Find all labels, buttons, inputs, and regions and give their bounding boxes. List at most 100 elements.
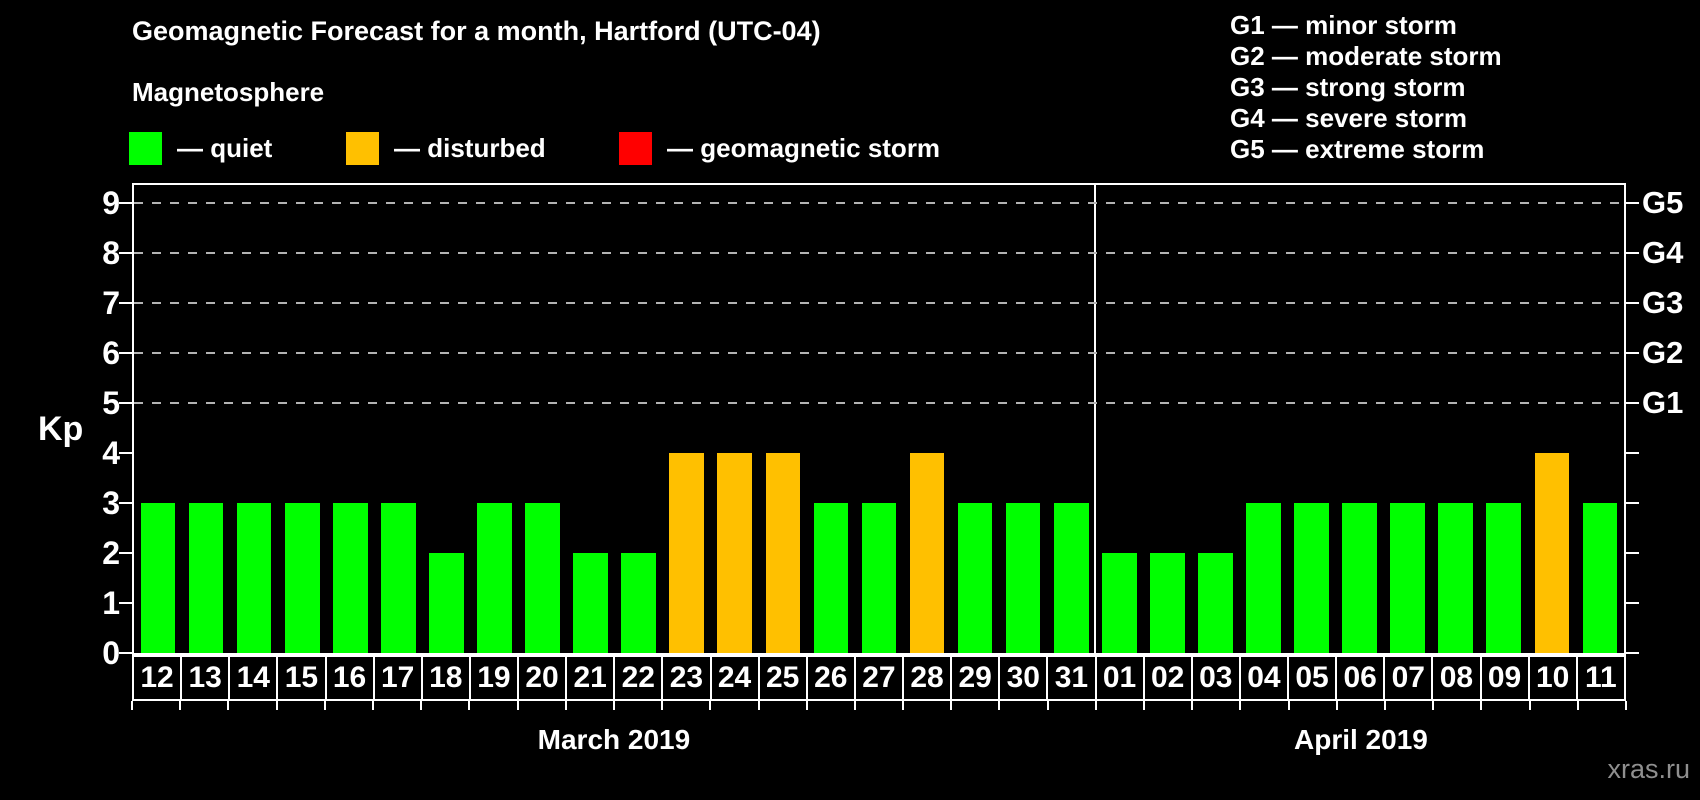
chart-subtitle: Magnetosphere bbox=[132, 77, 325, 107]
bottom-axis-tick bbox=[612, 701, 615, 710]
y-axis-tick bbox=[119, 502, 132, 504]
date-label-30: 30 bbox=[998, 655, 1049, 701]
bottom-axis-tick bbox=[805, 701, 808, 710]
bottom-axis-tick bbox=[853, 701, 856, 710]
legend-item-disturbed: — disturbed bbox=[346, 130, 546, 166]
date-label-08: 08 bbox=[1431, 655, 1482, 701]
month-separator-line bbox=[1094, 185, 1097, 653]
kp-bar-april-01 bbox=[1101, 553, 1137, 653]
kp-bar-march-31 bbox=[1053, 503, 1089, 653]
date-label-21: 21 bbox=[565, 655, 616, 701]
bottom-axis-tick bbox=[1528, 701, 1531, 710]
date-label-11: 11 bbox=[1575, 655, 1626, 701]
kp-bar-april-07 bbox=[1390, 503, 1425, 653]
date-label-13: 13 bbox=[180, 655, 231, 701]
y-axis-tick bbox=[119, 252, 132, 254]
date-label-15: 15 bbox=[276, 655, 327, 701]
y-tick-label-3: 3 bbox=[102, 485, 120, 521]
bottom-axis-tick bbox=[998, 701, 1001, 710]
kp-bar-march-15 bbox=[284, 503, 320, 653]
kp-bar-march-30 bbox=[1005, 503, 1041, 653]
date-label-01: 01 bbox=[1094, 655, 1145, 701]
bottom-axis-tick bbox=[1143, 701, 1146, 710]
bottom-axis-tick bbox=[1576, 701, 1579, 710]
right-axis-tick bbox=[1626, 252, 1639, 254]
date-axis: 12 13 14 15 16 17 18 19 20 21 22 23 24 25 26 27 28 29 30 31… bbox=[132, 655, 1626, 701]
date-label-12: 12 bbox=[132, 655, 183, 701]
kp-bar-march-14 bbox=[236, 503, 272, 653]
bottom-axis-tick bbox=[1094, 701, 1097, 710]
bar-slot-10 bbox=[1528, 185, 1576, 653]
right-axis-label-g3: G3 bbox=[1642, 285, 1684, 320]
legend-label-quiet: — quiet bbox=[177, 132, 273, 163]
y-tick-label-1: 1 bbox=[102, 585, 120, 621]
right-axis-tick bbox=[1626, 402, 1639, 404]
bottom-axis-tick bbox=[468, 701, 471, 710]
bar-slot-17 bbox=[374, 185, 422, 653]
bar-slot-22 bbox=[615, 185, 663, 653]
kp-bar-april-03 bbox=[1198, 553, 1233, 653]
bar-slot-27 bbox=[855, 185, 903, 653]
y-axis-tick bbox=[119, 352, 132, 354]
kp-bar-april-06 bbox=[1342, 503, 1377, 653]
right-axis-label-g1: G1 bbox=[1642, 385, 1684, 420]
bar-slot-24 bbox=[711, 185, 759, 653]
plot-area bbox=[132, 183, 1626, 655]
date-label-31: 31 bbox=[1046, 655, 1097, 701]
kp-bar-march-24 bbox=[717, 453, 753, 653]
bottom-axis-tick bbox=[323, 701, 326, 710]
legend-label-storm: — geomagnetic storm bbox=[667, 132, 941, 163]
bar-slot-07 bbox=[1384, 185, 1432, 653]
bar-slot-04 bbox=[1239, 185, 1287, 653]
bottom-axis-tick bbox=[1625, 701, 1627, 710]
kp-bar-april-10 bbox=[1534, 453, 1570, 653]
kp-bar-march-17 bbox=[381, 503, 416, 653]
date-label-06: 06 bbox=[1335, 655, 1386, 701]
y-tick-label-2: 2 bbox=[102, 535, 120, 571]
bar-slot-28 bbox=[903, 185, 951, 653]
date-label-17: 17 bbox=[372, 655, 423, 701]
bar-slot-20 bbox=[519, 185, 567, 653]
g-legend-line-g4: G4 — severe storm bbox=[1230, 103, 1468, 133]
date-label-20: 20 bbox=[517, 655, 568, 701]
chart-title: Geomagnetic Forecast for a month, Hartfo… bbox=[132, 16, 821, 46]
date-label-16: 16 bbox=[324, 655, 375, 701]
bottom-axis-ticks bbox=[131, 701, 1627, 711]
right-axis-tick bbox=[1626, 552, 1639, 554]
g-legend-line-g3: G3 — strong storm bbox=[1230, 72, 1466, 102]
date-label-29: 29 bbox=[950, 655, 1001, 701]
bottom-axis-tick bbox=[1432, 701, 1435, 710]
bar-slot-30 bbox=[999, 185, 1047, 653]
kp-bar-april-09 bbox=[1486, 503, 1522, 653]
right-axis-label-g2: G2 bbox=[1642, 335, 1684, 370]
right-axis-tick bbox=[1626, 302, 1639, 304]
kp-bar-april-11 bbox=[1582, 503, 1618, 653]
g-legend-line-g1: G1 — minor storm bbox=[1230, 10, 1457, 40]
y-tick-label-0: 0 bbox=[102, 635, 120, 671]
month-label-march: March 2019 bbox=[537, 724, 691, 755]
legend-item-quiet: — quiet bbox=[129, 130, 272, 166]
date-label-25: 25 bbox=[757, 655, 808, 701]
bar-slot-09 bbox=[1480, 185, 1528, 653]
bottom-axis-tick bbox=[902, 701, 905, 710]
bar-slot-25 bbox=[759, 185, 807, 653]
date-label-07: 07 bbox=[1383, 655, 1434, 701]
kp-bar-march-29 bbox=[957, 503, 993, 653]
kp-bar-april-08 bbox=[1438, 503, 1474, 653]
y-axis-tick bbox=[119, 602, 132, 604]
bottom-axis-tick bbox=[757, 701, 760, 710]
bar-slot-01 bbox=[1095, 185, 1143, 653]
bottom-axis-tick bbox=[564, 701, 567, 710]
month-labels: March 2019 April 2019 bbox=[132, 724, 1626, 756]
y-axis-tick bbox=[119, 552, 132, 554]
right-axis-tick bbox=[1626, 452, 1639, 454]
bottom-axis-tick bbox=[227, 701, 230, 710]
bar-slot-23 bbox=[663, 185, 711, 653]
y-axis-tick bbox=[119, 402, 132, 404]
bar-slot-08 bbox=[1432, 185, 1480, 653]
bottom-axis-tick bbox=[131, 701, 133, 710]
date-label-26: 26 bbox=[805, 655, 856, 701]
right-axis-tick bbox=[1626, 602, 1639, 604]
g-legend-line-g2: G2 — moderate storm bbox=[1230, 41, 1502, 71]
